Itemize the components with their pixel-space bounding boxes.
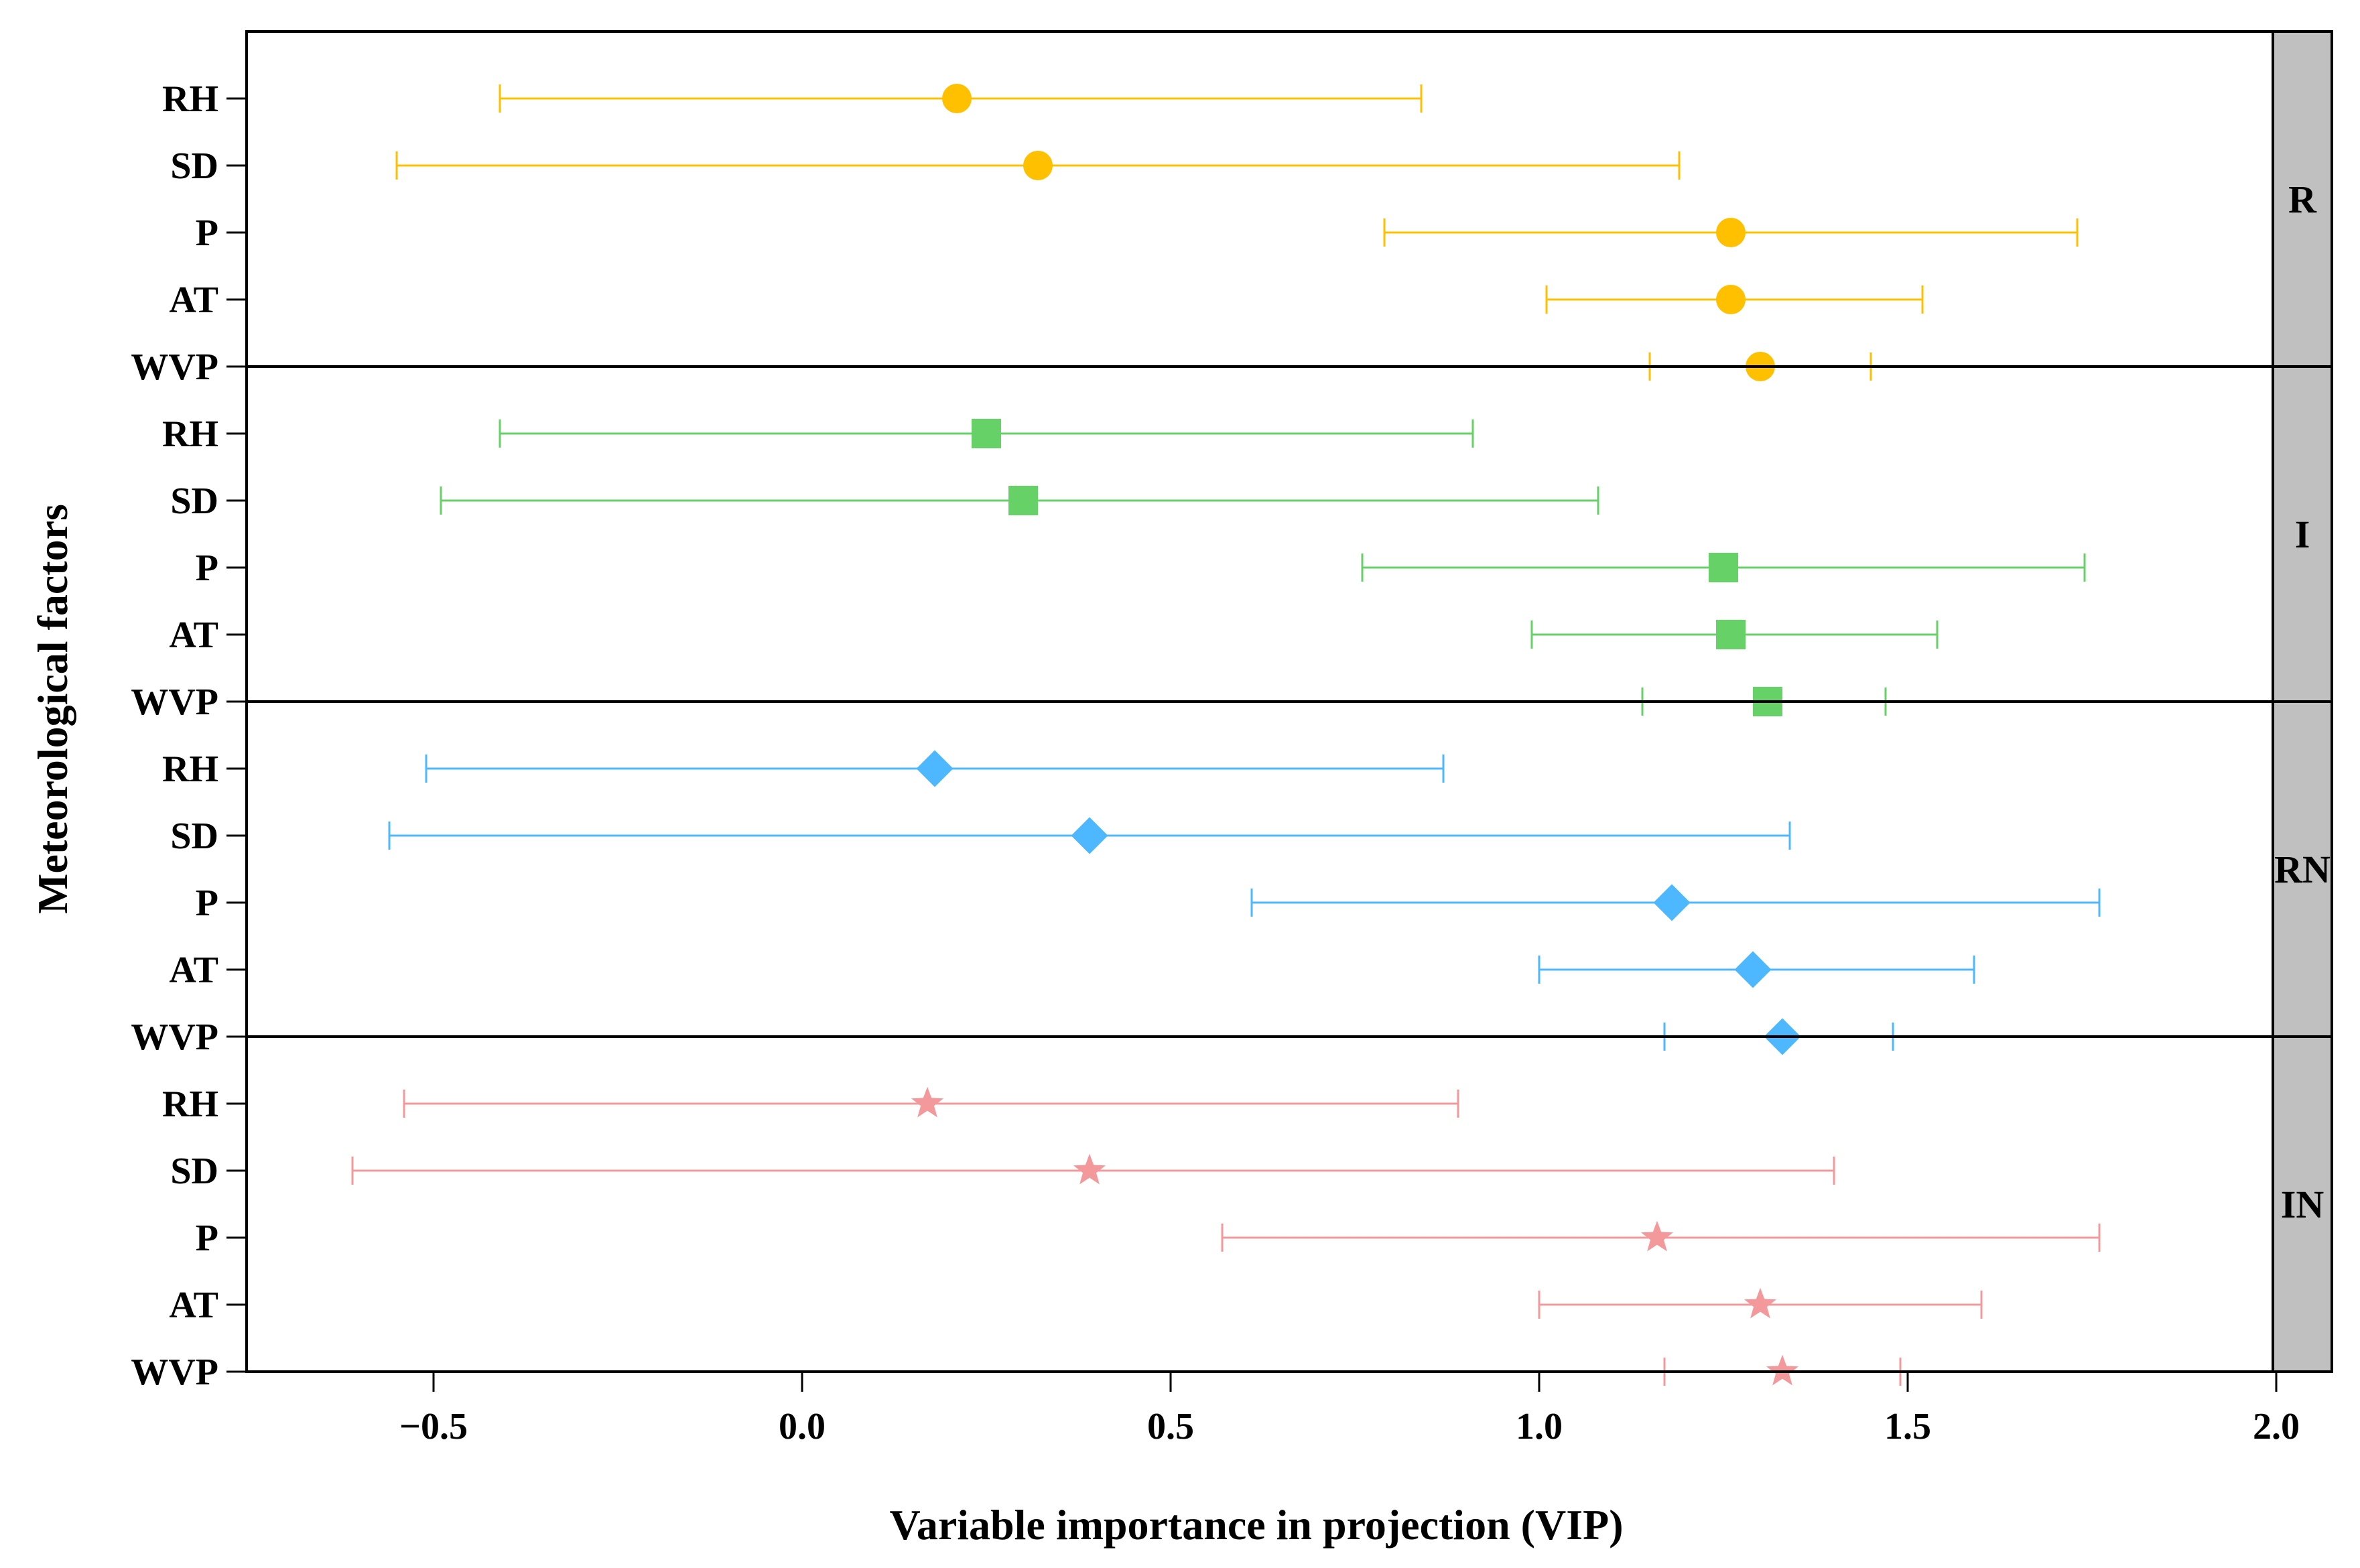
y-tick-label: SD [170,815,218,857]
point-i-at [1530,620,1939,649]
x-tick-label: 2.0 [2253,1406,2300,1447]
point-in-at [1538,1287,1983,1319]
point-in-rh [403,1086,1459,1118]
point-r-at [1545,285,1924,314]
point-r-sd [395,151,1681,180]
point-i-p [1361,553,2086,582]
axes-layer: RH SD P AT WVP RH SD P AT WVP RH SD P AT WVP RH SD P AT WVP… [131,78,2300,1447]
y-tick-label: P [196,212,218,254]
y-tick-label: WVP [131,346,218,388]
facet-strip [2272,30,2333,368]
facet-strip-label: R [2288,178,2317,221]
data-point-star [1640,1220,1674,1252]
point-in-sd [351,1153,1835,1185]
y-tick-label: SD [170,1151,218,1192]
point-r-p [1383,218,2079,247]
data-point-diamond [916,750,954,787]
y-tick-label: P [196,883,218,924]
panels-layer [351,84,2101,1386]
y-tick-label: RH [162,413,218,455]
point-in-p [1221,1220,2101,1252]
x-tick-label: −0.5 [399,1406,468,1447]
y-tick-label: AT [169,279,218,321]
y-tick-label: RH [162,1084,218,1125]
data-point-diamond [1734,951,1772,988]
facet-strips-layer: R I RN IN [2272,30,2333,1373]
point-in-wvp [1663,1354,1902,1386]
x-axis-title: Variable importance in projection (VIP) [890,1501,1624,1549]
y-axis-title: Meteorological factors [29,504,76,914]
data-point-circle [1716,285,1746,314]
y-tick-label: RH [162,78,218,120]
data-point-diamond [1071,817,1108,854]
x-tick-label: 0.5 [1147,1406,1194,1447]
data-point-star [1073,1153,1106,1185]
facet-strip [2272,365,2333,703]
panel-r [395,84,2079,381]
y-tick-label: AT [169,950,218,991]
y-tick-label: RH [162,748,218,790]
y-tick-label: P [196,1218,218,1259]
panel-rn [388,750,2101,1055]
y-tick-label: SD [170,145,218,187]
data-point-diamond [1653,884,1691,921]
facet-strip-label: RN [2274,848,2331,891]
data-point-star [1766,1354,1799,1386]
x-tick-label: 1.5 [1884,1406,1931,1447]
data-point-square [972,419,1001,448]
data-point-circle [942,84,972,113]
point-rn-sd [388,817,1791,854]
y-tick-label: AT [169,1285,218,1326]
point-rn-p [1250,884,2101,921]
data-point-circle [1023,151,1053,180]
facet-strip [2272,1035,2333,1373]
facet-strip-label: I [2295,513,2310,556]
x-tick-label: 1.0 [1516,1406,1563,1447]
data-point-square [1709,553,1738,582]
y-tick-label: SD [170,480,218,522]
y-tick-label: AT [169,614,218,656]
data-point-circle [1716,218,1746,247]
data-point-square [1008,486,1038,515]
point-r-rh [499,84,1423,113]
panel-in [351,1086,2101,1386]
x-tick-label: 0.0 [779,1406,826,1447]
data-point-star [1744,1287,1777,1319]
point-i-rh [499,419,1474,448]
y-tick-label: WVP [131,1017,218,1058]
facet-strip-label: IN [2281,1183,2324,1226]
y-tick-label: P [196,547,218,589]
point-rn-rh [425,750,1445,787]
y-tick-label: WVP [131,681,218,723]
point-rn-at [1538,951,1975,988]
data-point-square [1716,620,1746,649]
point-i-sd [440,486,1599,515]
data-point-star [911,1086,944,1118]
panel-i [440,419,2086,716]
y-tick-label: WVP [131,1352,218,1393]
